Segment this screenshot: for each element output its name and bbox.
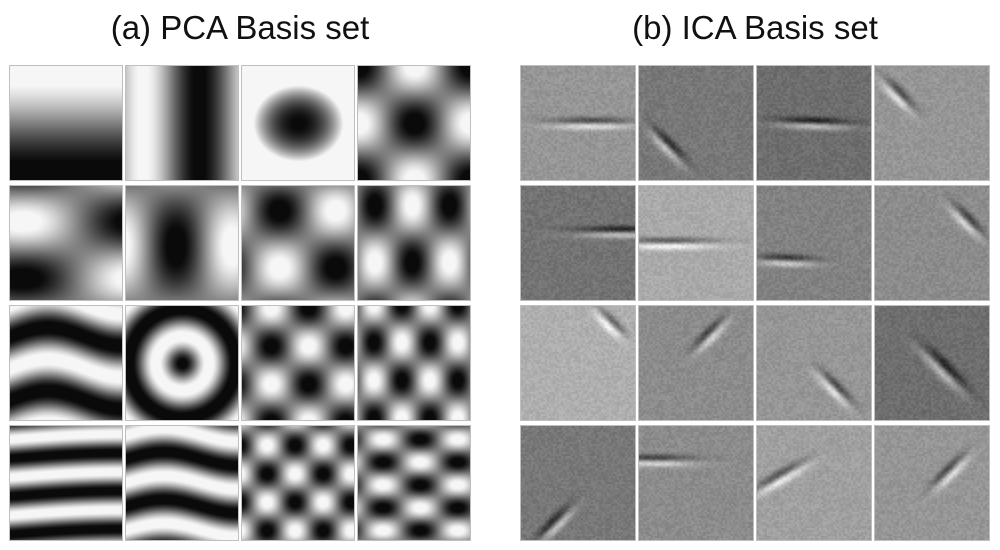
ica-basis-image xyxy=(638,185,754,301)
ica-basis-image xyxy=(756,65,872,181)
ica-basis-image xyxy=(520,305,636,421)
ica-basis-grid xyxy=(520,65,991,542)
pca-basis-image xyxy=(9,185,123,301)
ica-basis-image xyxy=(638,305,754,421)
pca-panel-title: (a) PCA Basis set xyxy=(110,9,370,46)
pca-basis-image xyxy=(9,65,123,181)
pca-basis-image xyxy=(125,305,239,421)
pca-basis-image xyxy=(125,65,239,181)
ica-basis-image xyxy=(520,185,636,301)
ica-basis-image xyxy=(520,425,636,541)
pca-basis-image xyxy=(357,305,471,421)
ica-basis-image xyxy=(874,425,990,541)
ica-basis-image xyxy=(756,185,872,301)
ica-basis-image xyxy=(874,185,990,301)
ica-basis-image xyxy=(638,65,754,181)
pca-basis-image xyxy=(241,305,355,421)
pca-basis-image xyxy=(241,65,355,181)
pca-basis-grid xyxy=(9,65,471,542)
ica-basis-image xyxy=(756,305,872,421)
pca-basis-image xyxy=(241,425,355,541)
pca-basis-image xyxy=(125,425,239,541)
ica-basis-image xyxy=(874,65,990,181)
pca-basis-image xyxy=(9,305,123,421)
pca-basis-image xyxy=(357,425,471,541)
ica-basis-image xyxy=(520,65,636,181)
ica-basis-image xyxy=(638,425,754,541)
pca-basis-image xyxy=(9,425,123,541)
pca-basis-image xyxy=(357,185,471,301)
pca-basis-image xyxy=(241,185,355,301)
ica-basis-image xyxy=(874,305,990,421)
ica-basis-image xyxy=(756,425,872,541)
ica-panel-title: (b) ICA Basis set xyxy=(632,9,878,46)
pca-basis-image xyxy=(125,185,239,301)
pca-basis-image xyxy=(357,65,471,181)
